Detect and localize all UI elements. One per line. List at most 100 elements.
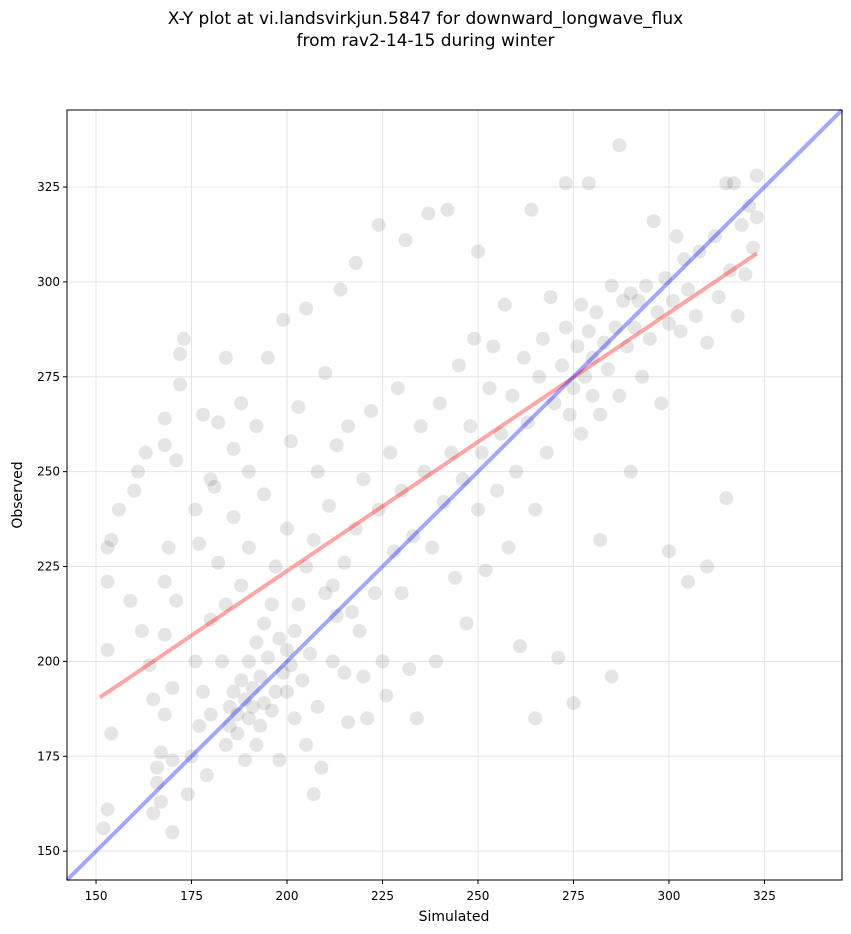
- data-point: [100, 802, 115, 817]
- data-point: [364, 403, 379, 418]
- data-point: [432, 396, 447, 411]
- data-point: [577, 369, 592, 384]
- data-point: [749, 168, 764, 183]
- data-point: [192, 536, 207, 551]
- data-point: [681, 574, 696, 589]
- data-point: [142, 658, 157, 673]
- data-point: [104, 726, 119, 741]
- data-point: [593, 407, 608, 422]
- data-point: [211, 555, 226, 570]
- data-point: [543, 290, 558, 305]
- x-tick-label: 250: [467, 889, 490, 903]
- data-point: [322, 498, 337, 513]
- data-point: [726, 176, 741, 191]
- data-point: [528, 502, 543, 517]
- data-point: [295, 673, 310, 688]
- data-point: [470, 244, 485, 259]
- data-point: [291, 597, 306, 612]
- data-point: [306, 532, 321, 547]
- data-points: [96, 138, 764, 840]
- data-point: [562, 407, 577, 422]
- data-point: [360, 711, 375, 726]
- data-point: [226, 441, 241, 456]
- data-point: [501, 540, 516, 555]
- data-point: [665, 293, 680, 308]
- data-point: [299, 737, 314, 752]
- data-point: [482, 381, 497, 396]
- data-point: [547, 396, 562, 411]
- data-point: [497, 297, 512, 312]
- data-point: [245, 680, 260, 695]
- data-point: [253, 718, 268, 733]
- grid: [67, 110, 842, 880]
- data-point: [505, 388, 520, 403]
- data-point: [394, 483, 409, 498]
- data-point: [409, 711, 424, 726]
- data-point: [127, 483, 142, 498]
- data-point: [394, 586, 409, 601]
- data-point: [165, 753, 180, 768]
- x-tick-label: 275: [562, 889, 585, 903]
- data-point: [146, 806, 161, 821]
- data-point: [585, 388, 600, 403]
- data-point: [558, 176, 573, 191]
- data-point: [371, 502, 386, 517]
- data-point: [234, 396, 249, 411]
- chart-title: X-Y plot at vi.landsvirkjun.5847 for dow…: [0, 8, 851, 52]
- data-point: [344, 605, 359, 620]
- data-point: [131, 464, 146, 479]
- data-point: [688, 309, 703, 324]
- data-point: [386, 544, 401, 559]
- data-point: [257, 696, 272, 711]
- data-point: [241, 540, 256, 555]
- data-point: [96, 821, 111, 836]
- data-point: [612, 388, 627, 403]
- data-point: [260, 650, 275, 665]
- axis-ticks: 150 175 200 225 250 275 300 325 150 175 200 225 250 2…: [37, 180, 776, 903]
- data-point: [341, 419, 356, 434]
- data-point: [528, 711, 543, 726]
- data-point: [276, 312, 291, 327]
- data-point: [600, 362, 615, 377]
- data-point: [241, 464, 256, 479]
- data-point: [738, 267, 753, 282]
- data-point: [100, 540, 115, 555]
- data-point: [585, 350, 600, 365]
- data-point: [627, 320, 642, 335]
- data-point: [257, 616, 272, 631]
- data-point: [318, 365, 333, 380]
- data-point: [566, 696, 581, 711]
- data-point: [490, 483, 505, 498]
- data-point: [566, 381, 581, 396]
- data-point: [157, 707, 172, 722]
- data-point: [509, 464, 524, 479]
- data-point: [218, 350, 233, 365]
- data-point: [299, 301, 314, 316]
- data-point: [574, 426, 589, 441]
- data-point: [658, 271, 673, 286]
- data-point: [390, 381, 405, 396]
- data-point: [237, 692, 252, 707]
- data-point: [268, 559, 283, 574]
- data-point: [138, 445, 153, 460]
- data-point: [356, 669, 371, 684]
- data-point: [268, 684, 283, 699]
- data-point: [574, 297, 589, 312]
- data-point: [169, 453, 184, 468]
- data-point: [520, 415, 535, 430]
- data-point: [421, 206, 436, 221]
- data-point: [623, 286, 638, 301]
- data-point: [383, 445, 398, 460]
- data-point: [165, 680, 180, 695]
- data-point: [222, 718, 237, 733]
- data-point: [635, 369, 650, 384]
- data-point: [280, 684, 295, 699]
- data-point: [192, 718, 207, 733]
- data-point: [333, 282, 348, 297]
- data-point: [180, 787, 195, 802]
- data-point: [444, 445, 459, 460]
- chart-title-line-1: X-Y plot at vi.landsvirkjun.5847 for dow…: [167, 9, 684, 29]
- data-point: [306, 787, 321, 802]
- data-point: [597, 335, 612, 350]
